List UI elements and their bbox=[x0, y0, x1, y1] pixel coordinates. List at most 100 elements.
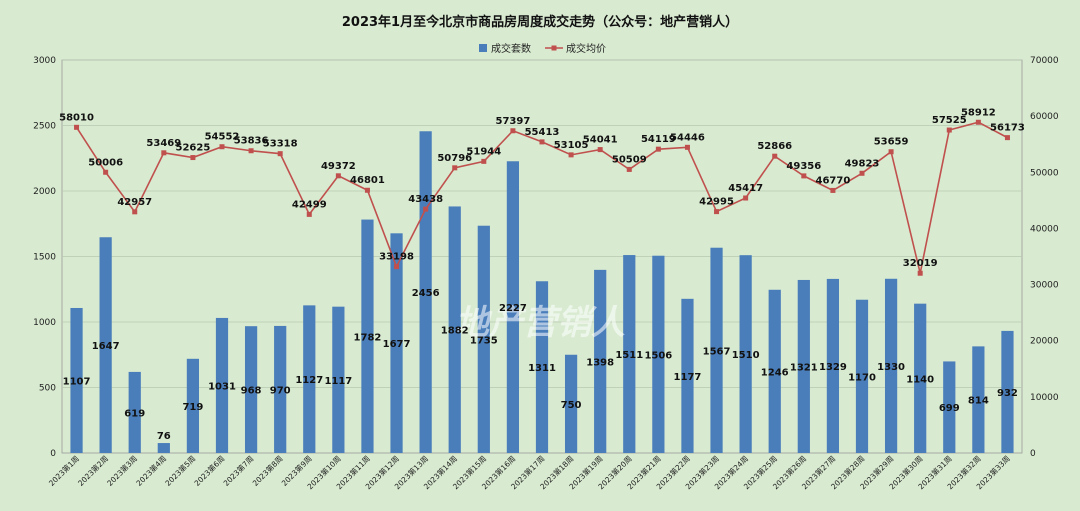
bar-value-label: 1677 bbox=[383, 339, 411, 350]
x-axis: 2023第1周2023第2周2023第3周2023第4周2023第5周2023第… bbox=[46, 453, 1011, 491]
left-tick-label: 2500 bbox=[33, 122, 56, 132]
right-tick-label: 0 bbox=[1030, 449, 1036, 459]
line-value-label: 42957 bbox=[117, 197, 152, 208]
bar-value-label: 1127 bbox=[295, 375, 323, 386]
x-tick-label: 2023第2周 bbox=[76, 453, 111, 488]
bar-value-label: 1510 bbox=[732, 350, 760, 361]
bar-value-label: 1311 bbox=[528, 363, 556, 374]
line-value-label: 54552 bbox=[205, 132, 240, 143]
bar-value-label: 968 bbox=[241, 386, 262, 397]
bar-value-label: 750 bbox=[561, 400, 582, 411]
bar bbox=[157, 443, 170, 453]
bar bbox=[70, 307, 83, 453]
left-tick-label: 0 bbox=[50, 449, 56, 459]
line-value-label: 42995 bbox=[699, 197, 734, 208]
line-marker bbox=[248, 148, 254, 154]
right-tick-label: 20000 bbox=[1030, 337, 1059, 347]
line-marker bbox=[772, 153, 778, 159]
line-marker bbox=[103, 169, 109, 175]
bar-value-label: 1117 bbox=[324, 376, 352, 387]
line-value-label: 51944 bbox=[466, 146, 501, 157]
bar-value-label: 2227 bbox=[499, 303, 527, 314]
bar-value-label: 1782 bbox=[354, 332, 382, 343]
line-marker bbox=[946, 127, 952, 133]
bar bbox=[768, 289, 781, 453]
right-tick-label: 70000 bbox=[1030, 56, 1059, 66]
bar bbox=[303, 305, 316, 453]
left-tick-label: 3000 bbox=[33, 56, 56, 66]
line-marker bbox=[306, 211, 312, 217]
legend-bar-label: 成交套数 bbox=[491, 42, 531, 55]
bar-value-label: 1647 bbox=[92, 341, 120, 352]
line-value-label: 53836 bbox=[234, 136, 269, 147]
line-value-label: 43438 bbox=[408, 194, 443, 205]
line-labels: 58010 50006 42957 5346952625545525383653318… bbox=[59, 107, 1025, 269]
bar bbox=[1001, 330, 1014, 453]
bar-value-label: 1329 bbox=[819, 362, 847, 373]
bar bbox=[448, 206, 461, 453]
line-value-label: 53659 bbox=[874, 137, 909, 148]
bar bbox=[419, 131, 432, 453]
bar-value-label: 1170 bbox=[848, 372, 876, 383]
line-value-label: 52625 bbox=[176, 143, 211, 154]
left-axis: 0 500 1000 1500 2000 2500 3000 bbox=[33, 56, 56, 459]
right-tick-label: 50000 bbox=[1030, 168, 1059, 178]
legend-bar-swatch bbox=[479, 44, 487, 52]
x-tick-label: 2023第3周 bbox=[105, 453, 140, 488]
bar bbox=[390, 233, 403, 453]
line-value-label: 32019 bbox=[903, 258, 938, 269]
line-marker bbox=[364, 187, 370, 193]
bar-value-label: 1321 bbox=[790, 362, 818, 373]
bar bbox=[477, 225, 490, 453]
line-marker bbox=[801, 173, 807, 179]
line-marker bbox=[888, 149, 894, 155]
line-marker bbox=[510, 128, 516, 134]
line-value-label: 58010 bbox=[59, 112, 94, 123]
bar-value-label: 1140 bbox=[906, 374, 934, 385]
line-marker bbox=[539, 139, 545, 145]
left-tick-label: 1000 bbox=[33, 318, 56, 328]
bar-value-label: 1567 bbox=[703, 346, 731, 357]
bar bbox=[739, 255, 752, 453]
bar bbox=[361, 219, 374, 453]
line-value-label: 56173 bbox=[990, 123, 1025, 134]
line-value-label: 33198 bbox=[379, 252, 414, 263]
legend: 成交套数 成交均价 bbox=[479, 42, 606, 55]
bar-value-label: 699 bbox=[939, 403, 960, 414]
line-marker bbox=[74, 124, 80, 130]
bar bbox=[972, 346, 985, 453]
bar bbox=[681, 298, 694, 453]
right-tick-label: 10000 bbox=[1030, 393, 1059, 403]
line-value-label: 49356 bbox=[786, 161, 821, 172]
line-marker bbox=[626, 166, 632, 172]
line-marker bbox=[423, 206, 429, 212]
bar bbox=[535, 281, 549, 453]
bar-value-label: 1882 bbox=[441, 326, 469, 337]
bar bbox=[710, 247, 723, 453]
line-value-label: 50509 bbox=[612, 154, 647, 165]
bar bbox=[506, 161, 520, 453]
line-value-label: 53318 bbox=[263, 139, 298, 150]
legend-line-label: 成交均价 bbox=[566, 42, 606, 55]
bar bbox=[623, 255, 636, 453]
bar-value-label: 1506 bbox=[644, 350, 672, 361]
line-value-label: 54041 bbox=[583, 135, 618, 146]
x-tick-label: 2023第5周 bbox=[163, 453, 198, 488]
x-tick-label: 2023第4周 bbox=[134, 453, 169, 488]
bar-value-label: 932 bbox=[997, 388, 1018, 399]
bar-value-label: 719 bbox=[182, 402, 203, 413]
line-marker bbox=[190, 155, 196, 161]
bar bbox=[332, 306, 345, 453]
line-marker bbox=[684, 144, 690, 150]
bar-value-label: 970 bbox=[270, 385, 291, 396]
bar-value-label: 1735 bbox=[470, 335, 498, 346]
line-value-label: 54446 bbox=[670, 132, 705, 143]
right-tick-label: 30000 bbox=[1030, 281, 1059, 291]
bar-value-label: 1511 bbox=[615, 350, 643, 361]
bar bbox=[186, 358, 200, 453]
legend-line-marker bbox=[551, 45, 557, 51]
line-marker bbox=[859, 170, 865, 176]
bar-value-label: 76 bbox=[157, 431, 171, 442]
line-marker bbox=[830, 187, 836, 193]
